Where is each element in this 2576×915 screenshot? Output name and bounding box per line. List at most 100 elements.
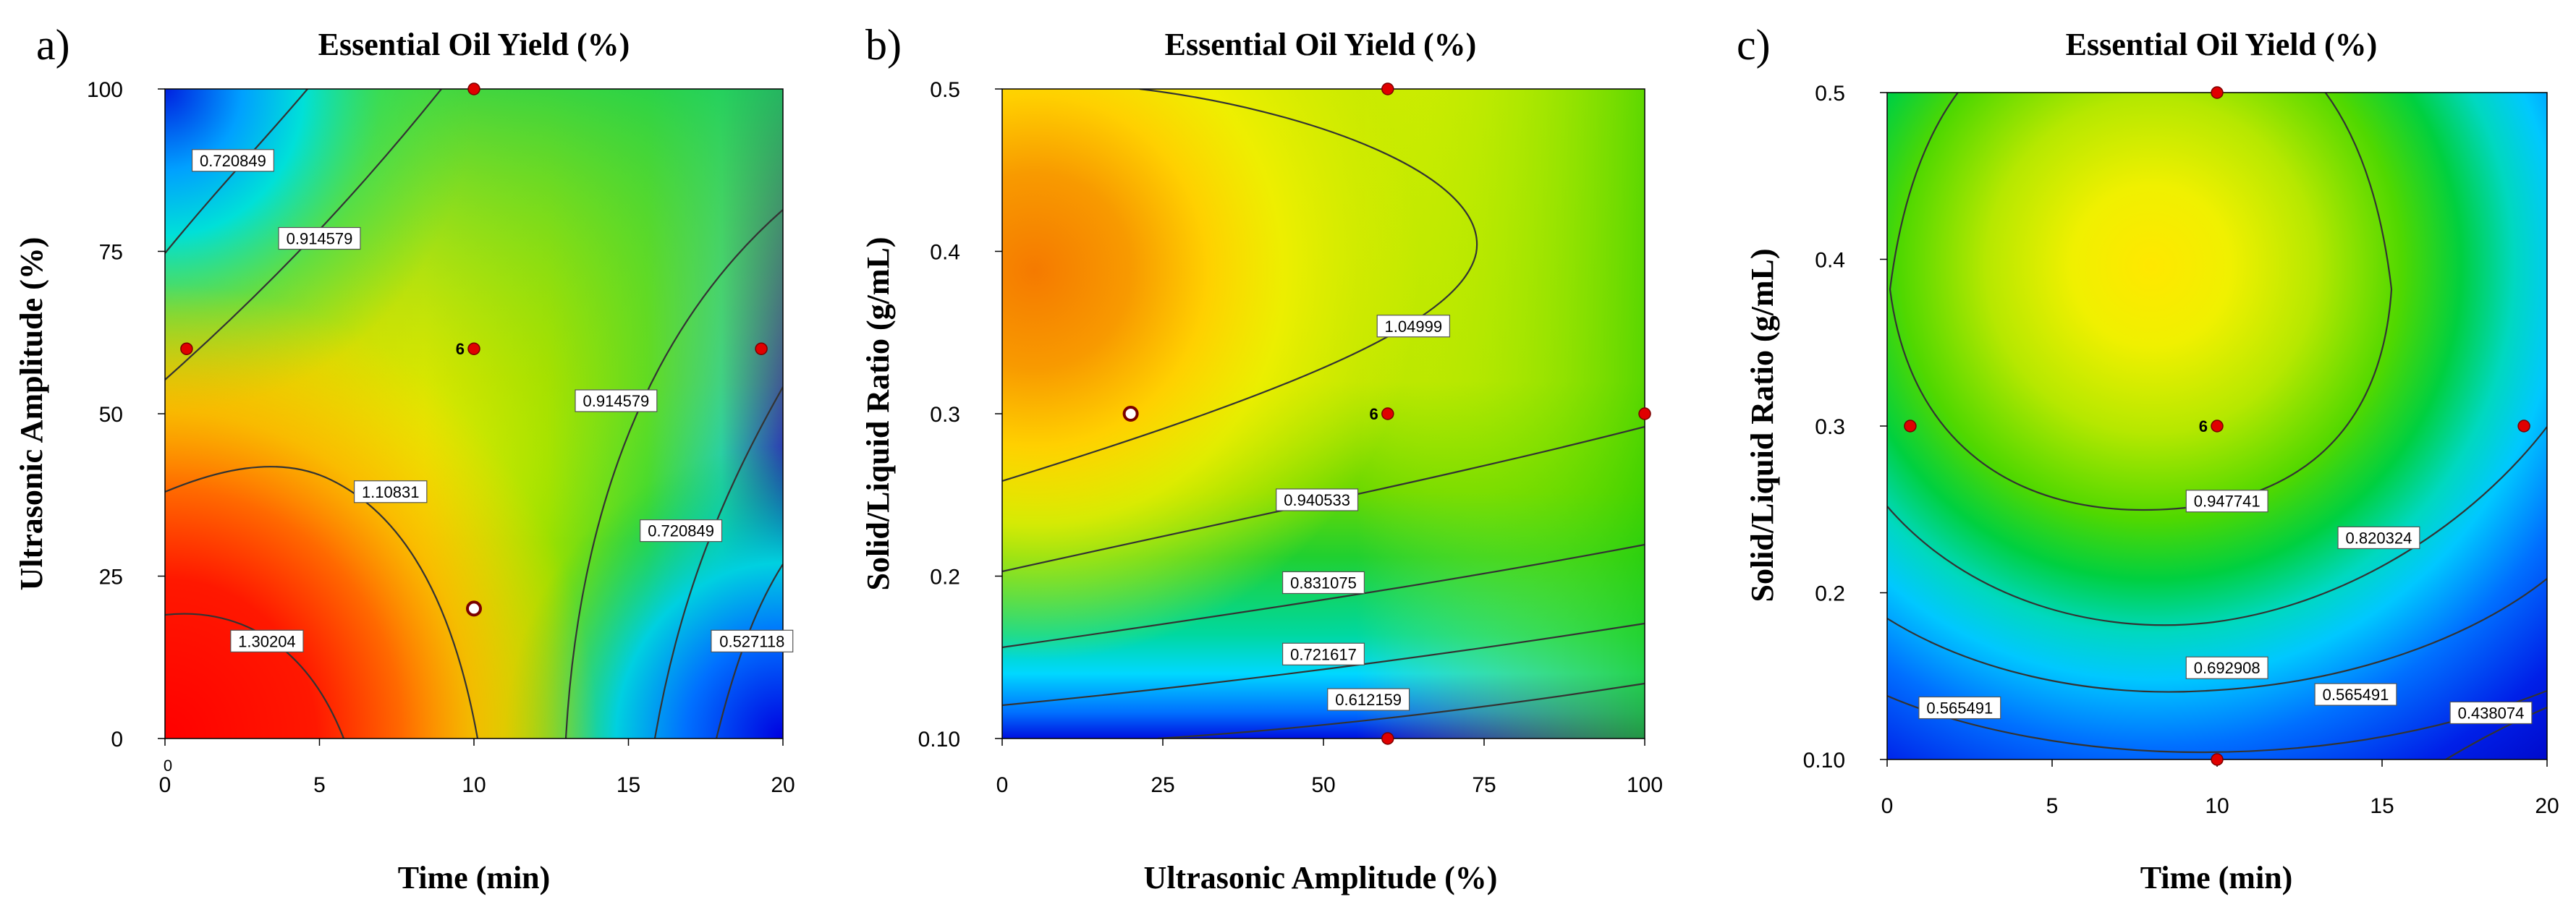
contour-label-box [711,629,794,652]
panel-b-contour-line [1002,622,1645,707]
panel-a-letter: a) [36,21,70,69]
design-point-hollow [1122,406,1139,422]
replicate-count-label: 6 [1370,405,1378,423]
panel-a-xlabel: Time (min) [398,860,551,895]
contour-label-box [278,226,361,250]
design-point [1381,732,1394,745]
contour-label-text: 0.831075 [1290,574,1357,592]
contour-label-box [2185,490,2268,513]
x-tick-label: 20 [771,773,795,797]
panel-b-contour-labels: 1.04999 0.940533 0.831075 0.721617 0.612159 [1276,315,1451,711]
x-tick-label: 50 [1311,773,1335,797]
contour-label-box [1281,642,1365,665]
contour-label-box [2314,683,2397,706]
contour-label: 1.04999 [1376,315,1451,338]
contour-label: 0.612159 [1327,688,1410,711]
x-tick-label: 10 [462,773,486,797]
panel-c-title: Essential Oil Yield (%) [2066,27,2378,62]
panel-a-ticks: 0 5 10 15 20 0 25 50 75 100 [87,78,795,797]
y-tick-label: 0.4 [930,241,960,265]
x-tick-label: 0 [996,773,1009,797]
panel-a-title: Essential Oil Yield (%) [318,27,630,62]
design-point [1904,420,1917,433]
contour-label: 0.692908 [2185,656,2268,679]
panel-b: b) Essential Oil Yield (%) 0 25 50 75 100 0.1… [860,21,1663,895]
design-point [1381,407,1394,420]
x-tick-label: 75 [1472,773,1496,797]
x-tick-label: 15 [617,773,640,797]
design-point [2211,753,2224,766]
contour-label-text: 0.940533 [1284,491,1350,509]
panel-c-contour-line [1887,689,2547,754]
contour-label: 0.914579 [278,226,361,250]
contour-label-box [640,519,723,542]
contour-label-text: 0.692908 [2194,659,2261,677]
contour-label-box [1281,571,1365,595]
contour-label-text: 0.612159 [1335,691,1402,709]
x-tick-label: 10 [2205,794,2229,818]
x-tick-label: 15 [2370,794,2394,818]
y-tick-label: 0.10 [918,728,960,752]
contour-label-box [1918,696,2001,720]
replicate-count-label: 6 [2199,417,2208,435]
panel-c-contour-line [1887,426,2547,626]
panel-c-letter: c) [1737,21,1771,69]
panel-c-ylabel: Solid/Liquid Ratio (g/mL) [1745,248,1780,602]
contour-label-box [230,629,304,652]
panel-a-design-points: 6 [180,82,768,617]
panel-a-contour-line [653,386,783,739]
contour-label-text: 0.721617 [1290,645,1357,663]
contour-label-box [354,480,428,503]
design-point [2211,86,2224,99]
contour-label-box [575,389,658,412]
panel-a-ylabel: Ultrasonic Amplitude (%) [14,237,49,591]
y-tick-label: 0.2 [930,566,960,590]
y-tick-label: 100 [87,78,123,102]
design-point [1638,407,1651,420]
y-tick-label: 0.4 [1815,249,1845,273]
y-tick-label: 0.3 [1815,415,1845,439]
contour-label-box [191,149,274,172]
contour-label: 0.940533 [1276,488,1359,511]
contour-label-text: 1.10831 [362,483,420,501]
panel-a-contour-labels: 0.720849 0.914579 0.914579 1.10831 0.720849 1… [191,149,794,652]
contour-label-box [2449,701,2533,725]
contour-label-box [1276,488,1359,511]
contour-label: 1.10831 [354,480,428,503]
design-point [2517,420,2530,433]
panel-c-contour-line [1889,93,2393,511]
contour-label: 0.831075 [1281,571,1365,595]
contour-label-box [2337,526,2420,550]
contour-label-text: 0.947741 [2194,493,2261,511]
panel-b-contour-line [1157,682,1645,739]
x-tick-label: 20 [2535,794,2559,818]
panel-a-contour-line [165,466,479,739]
y-tick-label: 0.5 [1815,82,1845,106]
panel-b-design-points: 6 [1122,82,1651,745]
panel-c-design-points: 6 [1904,86,2530,766]
contour-label-box [2185,656,2268,679]
contour-label-text: 0.720849 [648,522,714,540]
contour-label: 0.721617 [1281,642,1365,665]
panel-b-xlabel: Ultrasonic Amplitude (%) [1144,860,1498,895]
design-point [467,82,480,95]
x-tick-label: 0 [159,773,171,797]
contour-label: 0.527118 [711,629,794,652]
panel-c-ticks: 0 5 10 15 20 0.10 0.2 0.3 0.4 0.5 [1803,82,2559,818]
y-tick-label: 0.5 [930,78,960,102]
design-point [1381,82,1394,95]
contour-label: 1.30204 [230,629,304,652]
panel-a-corner-mark: 0 [164,757,172,775]
panel-b-plot-area [1002,89,1645,739]
y-tick-label: 0.2 [1815,582,1845,606]
design-point [2211,420,2224,433]
panel-a: a) Essential Oil Yield (%) 0 5 10 15 20 0 25 50… [14,21,795,895]
panel-b-ylabel: Solid/Liquid Ratio (g/mL) [860,237,896,590]
replicate-count-label: 6 [456,340,465,358]
contour-label-text: 0.720849 [200,152,266,170]
contour-label-text: 1.30204 [238,632,296,650]
contour-label-text: 0.438074 [2458,704,2525,722]
y-tick-label: 75 [99,241,123,265]
contour-label: 0.565491 [1918,696,2001,720]
